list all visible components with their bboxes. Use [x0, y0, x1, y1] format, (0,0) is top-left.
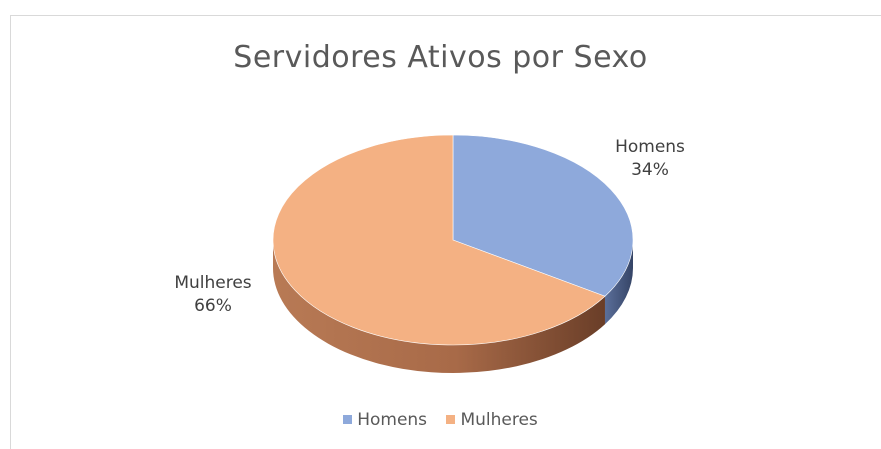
pie-sides: [273, 240, 633, 373]
legend-label-mulheres: Mulheres: [460, 409, 538, 430]
chart-title: Servidores Ativos por Sexo: [233, 40, 648, 75]
pie-side-mulheres: [273, 240, 605, 373]
data-label-mulheres: Mulheres 66%: [158, 272, 268, 318]
pie-side-homens: [604, 240, 633, 325]
chart-frame: [10, 15, 881, 449]
data-label-homens-value: 34%: [631, 160, 669, 180]
pie-tops: [272, 134, 634, 346]
pie-slice-mulheres: [272, 134, 606, 346]
pie-slice-homens: [452, 134, 634, 297]
legend-item-mulheres: Mulheres: [446, 409, 538, 430]
data-label-mulheres-name: Mulheres: [174, 273, 252, 293]
legend-item-homens: Homens: [343, 410, 427, 430]
data-label-homens-name: Homens: [615, 137, 685, 157]
legend-swatch-homens: [343, 415, 353, 424]
data-label-homens: Homens 34%: [595, 136, 705, 182]
legend-label-homens: Homens: [357, 409, 428, 430]
legend: Homens Mulheres: [0, 409, 881, 430]
data-label-mulheres-value: 66%: [194, 296, 232, 316]
legend-swatch-mulheres: [446, 415, 456, 424]
